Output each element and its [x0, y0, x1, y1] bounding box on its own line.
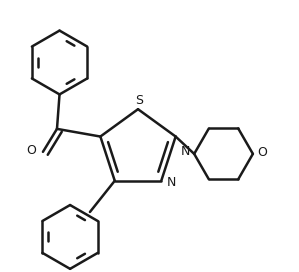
Text: N: N — [166, 176, 176, 189]
Text: O: O — [27, 144, 36, 157]
Text: N: N — [181, 145, 190, 158]
Text: O: O — [258, 146, 268, 159]
Text: S: S — [135, 94, 143, 107]
